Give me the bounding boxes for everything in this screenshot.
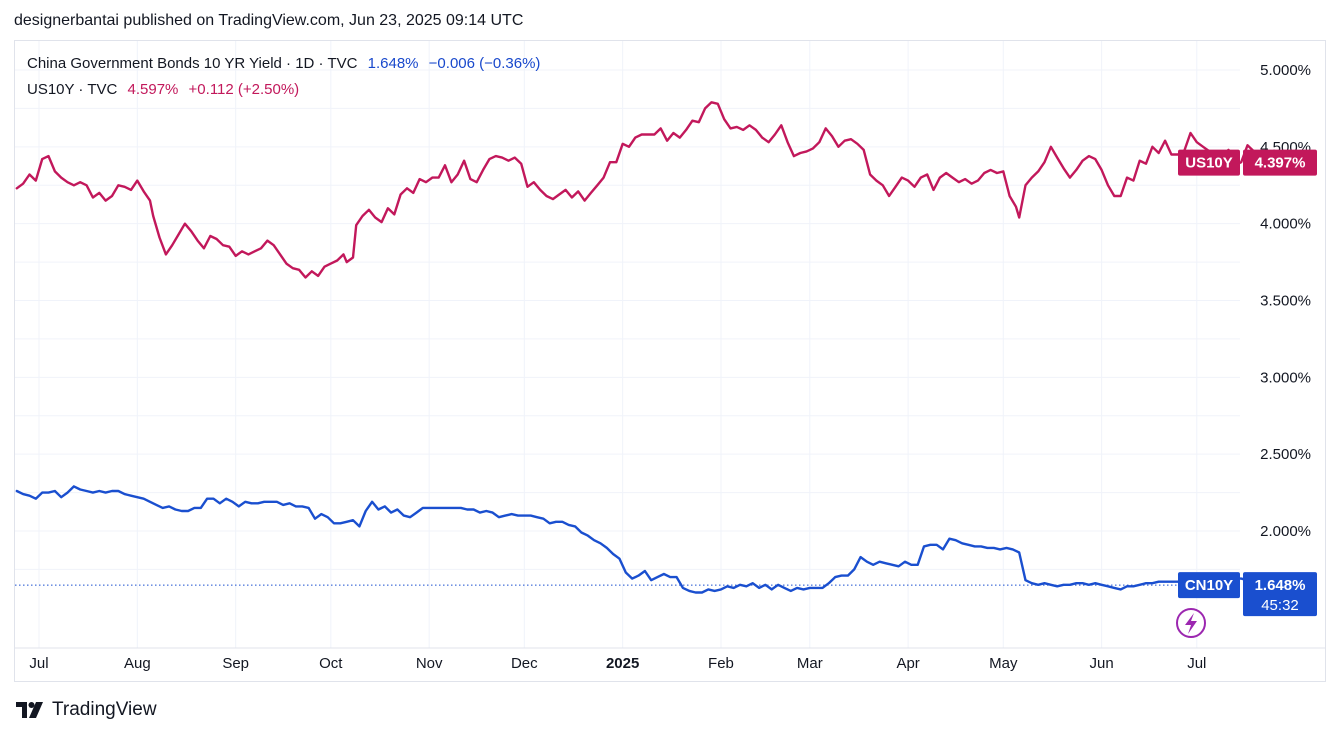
legend-cn-value: 1.648% [367,55,419,72]
x-tick-label: Sep [222,655,249,672]
y-tick-label: 2.000% [1260,523,1311,540]
price-badge-cn10y [1243,572,1317,617]
y-axis: 2.000%2.500%3.000%3.500%4.000%4.500%5.00… [1260,62,1311,540]
y-tick-label: 5.000% [1260,62,1311,79]
footer-brand: TradingView [52,699,157,720]
publisher-line: designerbantai published on TradingView.… [14,12,524,29]
y-tick-label: 4.000% [1260,216,1311,233]
series-lines [15,101,1300,594]
x-tick-label: Jun [1090,655,1114,672]
series-badge-us10y [1178,149,1240,176]
x-tick-label: Jul [29,655,48,672]
x-tick-label: Feb [708,655,734,672]
legend-cn[interactable]: China Government Bonds 10 YR Yield · 1D … [27,55,546,72]
legend-cn-name: China Government Bonds 10 YR Yield · 1D … [27,55,358,72]
lightning-icon[interactable] [1185,613,1197,634]
price-badge-value: 4.397% [1255,155,1306,172]
x-tick-label: 2025 [606,655,639,672]
legend-us-name: US10Y · TVC [27,81,118,98]
x-axis: Jul Aug Sep Oct Nov Dec 2025 Feb Mar Apr May Jun Jul [14,647,1326,672]
y-tick-label: 3.000% [1260,369,1311,386]
x-tick-label: May [989,655,1018,672]
tradingview-logo-icon [16,702,44,718]
y-tick-label: 2.500% [1260,446,1311,463]
x-tick-label: Apr [896,655,919,672]
x-tick-label: Jul [1187,655,1206,672]
legend-cn-change: −0.006 (−0.36%) [428,55,541,72]
legend-us-change: +0.112 (+2.50%) [188,81,300,98]
legend-us-value: 4.597% [127,81,179,98]
x-tick-label: Aug [124,655,151,672]
y-tick-label: 3.500% [1260,293,1311,310]
series-badge-label: CN10Y [1185,577,1233,594]
series-line-us10y [15,101,1300,279]
legend-us[interactable]: US10Y · TVC 4.597% +0.112 (+2.50%) [27,81,305,98]
x-tick-label: Oct [319,655,343,672]
footer[interactable]: TradingView [16,699,157,721]
series-badge-label: US10Y [1185,155,1233,172]
series-line-cn10y [15,485,1300,594]
x-tick-label: Nov [416,655,443,672]
replay-button[interactable] [1176,608,1206,638]
x-tick-label: Dec [511,655,538,672]
series-badge-cn10y [1178,572,1240,599]
countdown-label: 45:32 [1261,597,1299,614]
price-badge-us10y [1243,149,1317,176]
x-tick-label: Mar [797,655,823,672]
price-badge-value: 1.648% [1255,577,1306,594]
price-badges: US10Y 4.397% CN10Y 1.648% 45:32 [1178,149,1317,617]
grid-lines [15,41,1240,648]
chart-frame [14,40,1326,682]
